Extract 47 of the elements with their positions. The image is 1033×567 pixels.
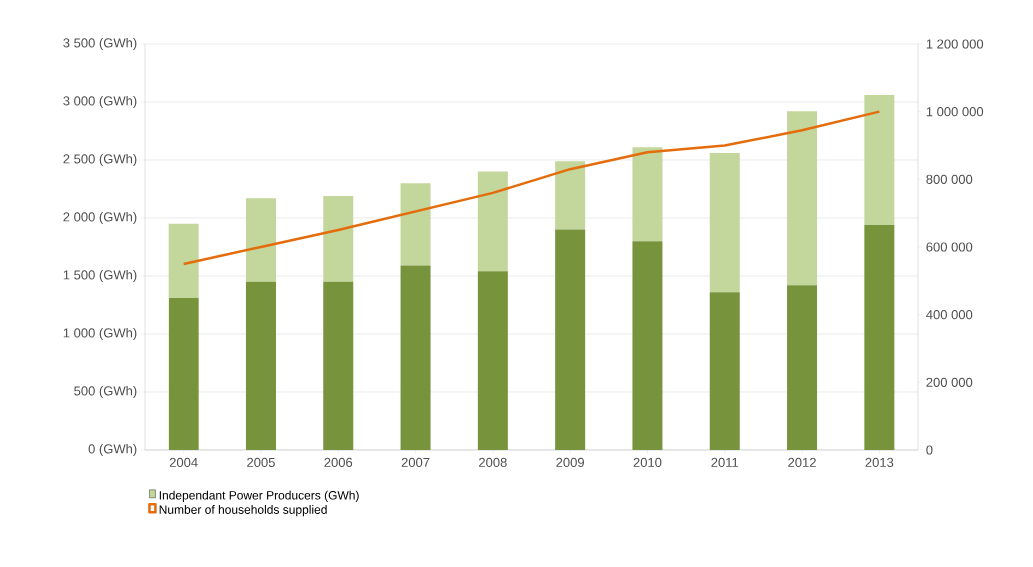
- y-tick-label: 2 000 (GWh): [63, 211, 137, 225]
- bar: [477, 271, 508, 450]
- y2-tick-label: 1 000 000: [926, 107, 984, 117]
- y2-tick-label: 400 000: [926, 310, 973, 320]
- x-tick-label: 2006: [324, 457, 353, 467]
- y-tick-label: 3 000 (GWh): [63, 95, 137, 109]
- bar: [632, 147, 663, 242]
- y2-tick-label: 600 000: [926, 242, 973, 252]
- bar: [400, 265, 431, 450]
- bar: [477, 171, 508, 272]
- legend-label: Independant Power Producers (GWh): [159, 490, 359, 502]
- y2-tick-label: 0: [926, 445, 933, 455]
- x-tick-label: 2009: [556, 457, 584, 467]
- y-tick-label: 500 (GWh): [74, 385, 137, 399]
- x-tick-label: 2012: [788, 457, 816, 467]
- bar: [864, 224, 895, 450]
- bar: [323, 195, 354, 282]
- x-tick-label: 2008: [479, 457, 507, 467]
- bar: [709, 292, 740, 450]
- y-tick-label: 1 500 (GWh): [63, 269, 137, 283]
- bar: [555, 229, 586, 450]
- x-tick-label: 2007: [401, 457, 430, 467]
- bar: [709, 153, 740, 293]
- y2-tick-label: 200 000: [926, 377, 973, 387]
- x-tick-label: 2005: [247, 457, 275, 467]
- bar: [555, 161, 586, 230]
- bar: [168, 223, 199, 299]
- bar: [787, 111, 818, 286]
- x-tick-label: 2004: [169, 457, 198, 467]
- bar: [323, 281, 354, 450]
- bar: [168, 298, 199, 450]
- bar: [245, 281, 276, 450]
- x-tick-label: 2013: [865, 457, 894, 467]
- x-tick-label: 2011: [711, 457, 739, 467]
- y-tick-label: 2 500 (GWh): [63, 153, 137, 167]
- legend-label: Number of households supplied: [159, 505, 327, 517]
- x-tick-label: 2010: [633, 457, 662, 467]
- y-tick-label: 0 (GWh): [88, 443, 137, 457]
- y2-tick-label: 1 200 000: [926, 39, 984, 49]
- bar: [864, 95, 895, 225]
- y2-tick-label: 800 000: [926, 174, 973, 184]
- bar: [245, 198, 276, 282]
- y-tick-label: 3 500 (GWh): [63, 37, 137, 51]
- bar: [632, 241, 663, 450]
- bar: [400, 183, 431, 266]
- y-tick-label: 1 000 (GWh): [63, 327, 137, 341]
- bar: [787, 285, 818, 450]
